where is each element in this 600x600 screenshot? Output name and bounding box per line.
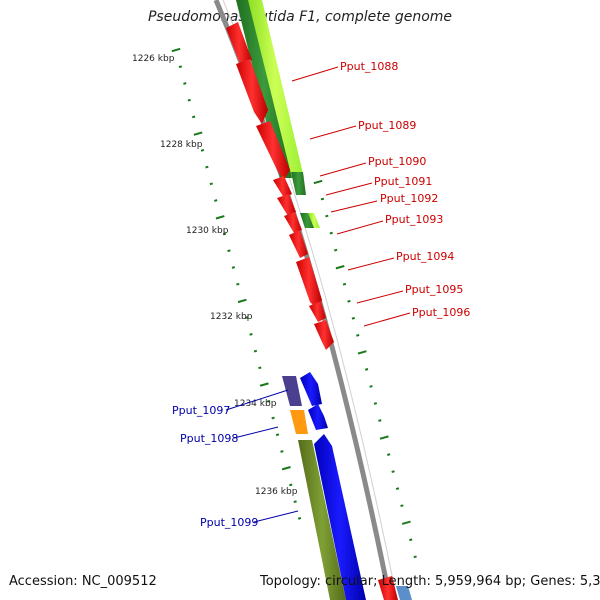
tick-mark xyxy=(386,453,391,456)
tick-mark xyxy=(281,466,291,471)
cds-1098[interactable] xyxy=(308,404,328,430)
tick-marks xyxy=(171,47,417,559)
tick-mark xyxy=(293,500,297,504)
tick-mark xyxy=(378,419,382,422)
tick-mark xyxy=(364,368,369,371)
cds-1088[interactable] xyxy=(226,22,252,64)
tick-label-1226: 1226 kbp xyxy=(132,54,175,64)
genome-summary: Topology: circular; Length: 5,959,964 bp… xyxy=(260,574,600,589)
cds-1092[interactable] xyxy=(277,194,296,216)
cds-1094[interactable] xyxy=(289,230,308,258)
tick-mark xyxy=(236,282,240,286)
gene-label-1094[interactable]: Pput_1094 xyxy=(396,250,454,263)
tick-mark xyxy=(200,149,205,152)
gene-label-1089[interactable]: Pput_1089 xyxy=(358,119,416,132)
tick-mark xyxy=(271,416,275,420)
tick-label-1232: 1232 kbp xyxy=(210,312,253,322)
cog-band-top xyxy=(236,0,320,228)
cds-1096a[interactable] xyxy=(309,301,326,322)
gene-label-1093[interactable]: Pput_1093 xyxy=(385,213,443,226)
tick-mark xyxy=(222,232,227,236)
tick-mark xyxy=(325,214,329,218)
tick-mark xyxy=(369,385,373,388)
gene-label-1088[interactable]: Pput_1088 xyxy=(340,60,398,73)
tick-mark xyxy=(320,197,325,201)
tick-mark xyxy=(205,165,209,169)
tick-mark xyxy=(329,231,333,235)
tick-mark xyxy=(258,366,262,370)
tick-mark xyxy=(275,433,280,437)
tick-mark xyxy=(259,382,269,387)
tick-mark xyxy=(280,450,284,453)
tick-label-1228: 1228 kbp xyxy=(160,140,203,150)
accession-text: Accession: NC_009512 xyxy=(9,574,157,589)
tick-mark xyxy=(178,65,183,69)
tick-mark xyxy=(333,248,338,252)
tick-mark xyxy=(231,266,236,269)
tick-mark xyxy=(171,47,181,53)
tick-mark xyxy=(379,435,389,440)
cds-1093[interactable] xyxy=(284,212,302,233)
tick-mark xyxy=(401,520,411,525)
gene-labels: Pput_1088 Pput_1089 Pput_1090 Pput_1091 … xyxy=(172,60,470,529)
gene-label-1090[interactable]: Pput_1090 xyxy=(368,155,426,168)
gene-label-1091[interactable]: Pput_1091 xyxy=(374,175,432,188)
cds-1095[interactable] xyxy=(296,257,322,310)
forward-cds-track xyxy=(226,22,398,600)
cds-1090[interactable] xyxy=(256,121,290,180)
tick-mark xyxy=(351,316,356,320)
tick-mark xyxy=(187,98,191,102)
gene-label-1095[interactable]: Pput_1095 xyxy=(405,283,463,296)
tick-mark xyxy=(183,82,187,85)
tick-mark xyxy=(227,249,231,253)
gene-label-1096[interactable]: Pput_1096 xyxy=(412,306,470,319)
gene-label-1092[interactable]: Pput_1092 xyxy=(380,192,438,205)
gene-label-1097[interactable]: Pput_1097 xyxy=(172,404,230,417)
tick-mark xyxy=(347,299,351,303)
cds-1089[interactable] xyxy=(236,59,268,124)
tick-mark xyxy=(237,298,247,304)
tick-mark xyxy=(356,333,360,337)
gene-label-1099[interactable]: Pput_1099 xyxy=(200,516,258,529)
tick-label-1234: 1234 kbp xyxy=(234,399,277,409)
tick-mark xyxy=(193,131,203,136)
cds-1096b[interactable] xyxy=(314,320,334,350)
cds-1099[interactable] xyxy=(314,434,366,600)
tick-mark xyxy=(395,487,400,491)
tick-mark xyxy=(215,215,225,220)
tick-mark xyxy=(413,555,417,559)
label-leaders xyxy=(225,66,411,523)
tick-mark xyxy=(249,333,253,336)
tick-mark xyxy=(267,399,271,403)
tick-mark xyxy=(297,517,302,520)
tick-mark xyxy=(391,470,395,473)
tick-mark xyxy=(289,483,293,487)
tick-mark xyxy=(342,282,347,286)
tick-label-1230: 1230 kbp xyxy=(186,226,229,236)
cds-1091[interactable] xyxy=(273,176,292,198)
cds-bottom-lightblue xyxy=(396,586,412,600)
tick-mark xyxy=(209,182,213,186)
cog-band-bottom xyxy=(282,376,346,600)
tick-mark xyxy=(335,265,345,270)
tick-label-1236: 1236 kbp xyxy=(255,487,298,497)
tick-mark xyxy=(400,504,404,508)
tick-mark xyxy=(253,349,258,353)
tick-mark xyxy=(373,402,378,405)
tick-mark xyxy=(191,115,196,119)
tick-mark xyxy=(357,350,367,355)
tick-mark xyxy=(409,538,413,542)
reverse-cds-track xyxy=(300,372,412,600)
scale-labels: 1226 kbp 1228 kbp 1230 kbp 1232 kbp 1234… xyxy=(132,54,298,497)
tick-mark xyxy=(244,316,249,320)
cds-bottom-red xyxy=(378,576,398,600)
cds-1097[interactable] xyxy=(300,372,322,406)
tick-mark xyxy=(313,179,323,185)
tick-mark xyxy=(214,199,218,202)
gene-label-1098[interactable]: Pput_1098 xyxy=(180,432,238,445)
